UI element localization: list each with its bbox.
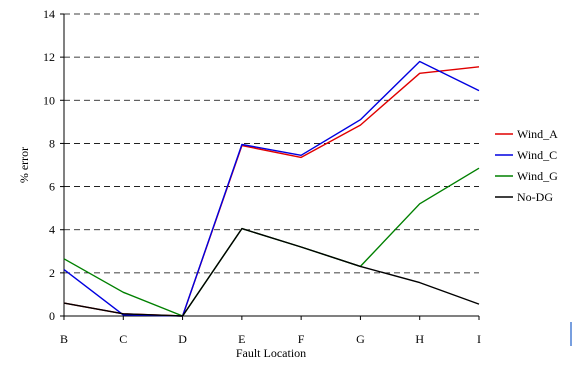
grid-layer <box>64 13 479 274</box>
y-tick-label: 0 <box>49 309 55 323</box>
x-tick-label: I <box>477 332 481 346</box>
y-axis-title: % error <box>17 147 31 183</box>
series-line-wind-a <box>63 66 480 317</box>
series-layer <box>63 60 480 317</box>
legend: Wind_A Wind_C Wind_G No-DG <box>495 127 558 204</box>
legend-label-wind-c: Wind_C <box>517 148 557 162</box>
y-tick-label: 6 <box>49 180 55 194</box>
x-tick-label: G <box>356 332 365 346</box>
legend-label-wind-g: Wind_G <box>517 169 558 183</box>
x-tick-label: F <box>298 332 305 346</box>
series-line-wind-g <box>63 167 480 317</box>
x-tick-label: C <box>119 332 127 346</box>
x-tick-label: B <box>60 332 68 346</box>
y-tick-label: 12 <box>43 50 55 64</box>
series-line-wind-c <box>63 60 480 317</box>
x-tick-label: H <box>415 332 424 346</box>
y-tick-label: 4 <box>49 223 55 237</box>
y-tick-label: 8 <box>49 136 55 150</box>
axis-layer: 0 2 4 6 8 10 12 14 B C D E F G H I <box>43 7 481 346</box>
y-tick-label: 10 <box>43 93 55 107</box>
y-tick-label: 14 <box>43 7 55 21</box>
x-tick-label: E <box>238 332 245 346</box>
x-axis-title: Fault Location <box>236 346 306 360</box>
series-line-no-dg <box>63 227 480 317</box>
legend-label-wind-a: Wind_A <box>517 127 558 141</box>
x-tick-label: D <box>178 332 187 346</box>
y-tick-label: 2 <box>49 266 55 280</box>
legend-label-no-dg: No-DG <box>517 190 553 204</box>
